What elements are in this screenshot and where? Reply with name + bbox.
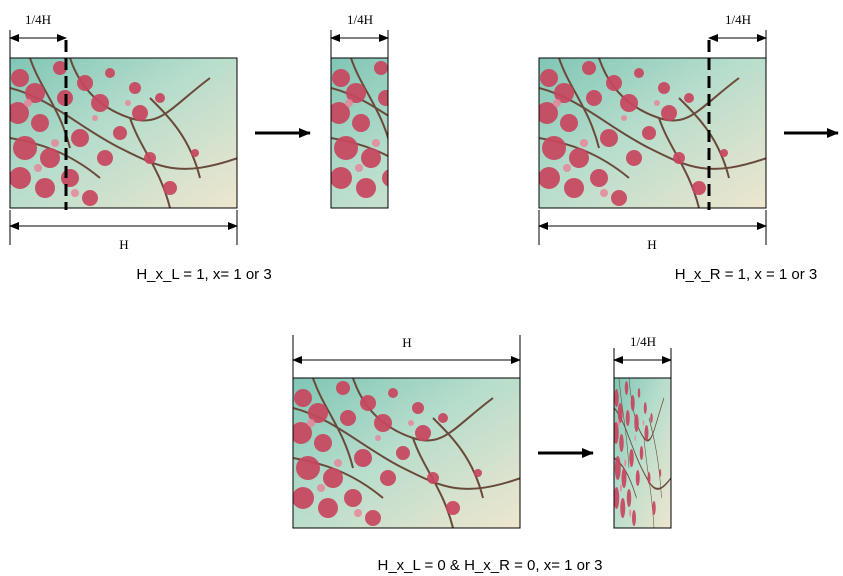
left-output-label: 1/4H [347, 12, 373, 27]
right-source-frame [538, 57, 767, 209]
left-source-image [10, 58, 237, 208]
right-caption: H_x_R = 1, x = 1 or 3 [675, 266, 818, 283]
right-quarter-label: 1/4H [725, 12, 751, 27]
bottom-width-label: H [402, 335, 411, 350]
left-width-label: H [119, 237, 128, 252]
bottom-output-frame [613, 377, 672, 529]
left-caption: H_x_L = 1, x= 1 or 3 [136, 266, 271, 283]
bottom-caption: H_x_L = 0 & H_x_R = 0, x= 1 or 3 [378, 557, 603, 574]
bottom-source-image [293, 378, 520, 528]
bottom-source-frame [292, 377, 521, 529]
bottom-output-image [614, 378, 671, 528]
right-source-image [539, 58, 766, 208]
left-output-image [331, 58, 388, 208]
right-width-label: H [647, 237, 656, 252]
left-output-frame [330, 57, 389, 209]
left-quarter-label: 1/4H [25, 12, 51, 27]
bottom-output-label: 1/4H [630, 334, 656, 349]
left-source-frame [9, 57, 238, 209]
